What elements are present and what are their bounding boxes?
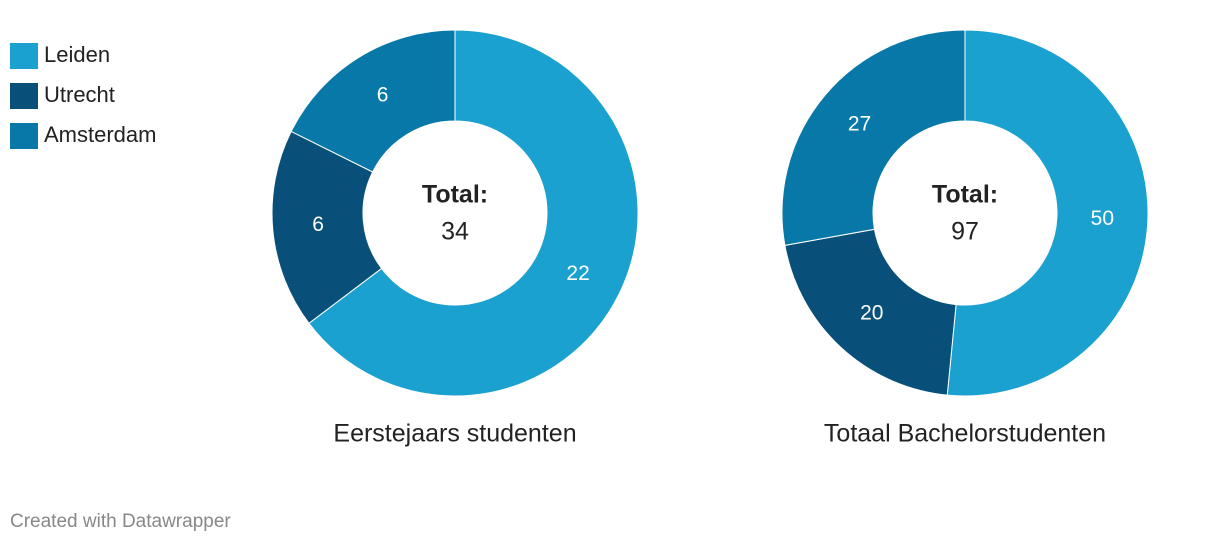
legend-swatch <box>10 123 38 149</box>
legend-swatch <box>10 43 38 69</box>
value-label: 50 <box>1091 207 1114 230</box>
donut-slice <box>271 130 383 324</box>
legend-swatch <box>10 83 38 109</box>
donut-slice <box>946 29 1149 397</box>
legend-label: Leiden <box>44 42 110 67</box>
donut-slice <box>784 228 957 396</box>
footer: Created with Datawrapper <box>10 511 231 532</box>
donut-slice <box>781 29 966 247</box>
center-total: 34 <box>441 218 469 246</box>
value-label: 22 <box>566 262 589 285</box>
center-label: Total: <box>422 181 488 209</box>
legend-label: Amsterdam <box>44 122 156 147</box>
center-label: Total: <box>932 181 998 209</box>
donut-slice <box>308 29 639 397</box>
chart-title: Eerstejaars studenten <box>333 420 576 448</box>
center-total: 97 <box>951 218 979 246</box>
legend-label: Utrecht <box>44 82 115 107</box>
value-label: 6 <box>312 213 324 236</box>
value-label: 6 <box>377 84 389 107</box>
chart-title: Totaal Bachelorstudenten <box>824 420 1106 448</box>
value-label: 27 <box>848 112 871 135</box>
donut-slice <box>290 29 456 173</box>
value-label: 20 <box>860 302 883 325</box>
